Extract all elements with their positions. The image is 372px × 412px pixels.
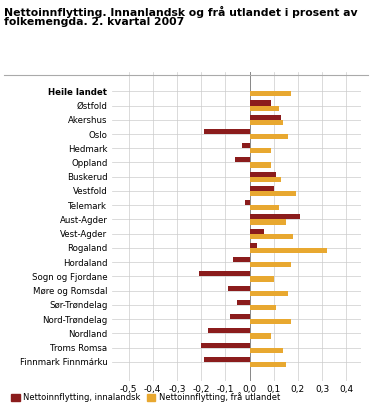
Bar (250, 148, 271, 153)
Bar (250, 214, 300, 220)
Bar (250, 305, 276, 310)
Bar (203, 357, 250, 362)
Bar (250, 115, 281, 120)
Bar (201, 342, 250, 348)
Bar (250, 348, 283, 353)
Bar (250, 333, 271, 339)
Bar (250, 248, 327, 253)
Bar (250, 262, 291, 267)
Bar (250, 291, 288, 296)
Bar (230, 314, 250, 319)
Bar (250, 172, 276, 177)
Legend: Nettoinnflytting, innalandsk, Nettoinnflytting, frå utlandet: Nettoinnflytting, innalandsk, Nettoinnfl… (8, 389, 283, 406)
Bar (203, 129, 250, 134)
Bar (242, 143, 250, 148)
Bar (235, 157, 250, 162)
Bar (208, 328, 250, 333)
Bar (250, 205, 279, 211)
Bar (250, 120, 283, 125)
Bar (250, 319, 291, 324)
Bar (250, 243, 257, 248)
Bar (250, 101, 271, 105)
Bar (250, 229, 264, 234)
Bar (250, 276, 274, 281)
Bar (250, 234, 293, 239)
Bar (199, 272, 250, 276)
Bar (250, 105, 279, 111)
Bar (250, 362, 286, 367)
Bar (250, 191, 295, 196)
Bar (250, 186, 274, 191)
Bar (250, 177, 281, 182)
Text: folkemengda. 2. kvartal 2007: folkemengda. 2. kvartal 2007 (4, 17, 184, 27)
Bar (250, 220, 286, 225)
Bar (250, 91, 291, 96)
Text: Nettoinnflytting. Innanlandsk og frå utlandet i prosent av: Nettoinnflytting. Innanlandsk og frå utl… (4, 6, 357, 18)
Bar (250, 134, 288, 139)
Bar (237, 300, 250, 305)
Bar (228, 286, 250, 291)
Bar (232, 257, 250, 262)
Bar (250, 162, 271, 168)
Bar (245, 200, 250, 205)
